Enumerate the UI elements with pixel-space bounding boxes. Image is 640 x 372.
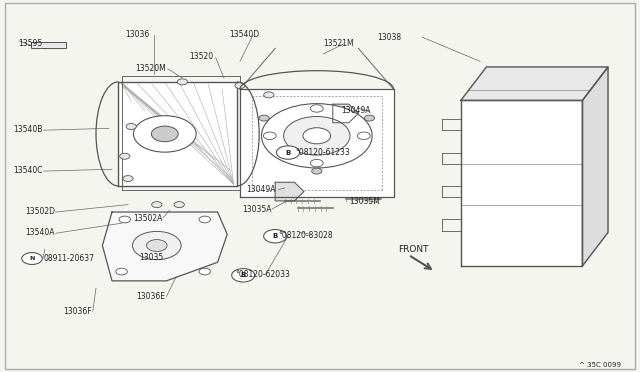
Circle shape bbox=[357, 132, 370, 140]
Text: B: B bbox=[241, 272, 246, 278]
Text: 13049A: 13049A bbox=[341, 106, 371, 115]
Circle shape bbox=[116, 268, 127, 275]
Text: 13502A: 13502A bbox=[133, 214, 163, 223]
Circle shape bbox=[310, 105, 323, 112]
Circle shape bbox=[262, 104, 372, 168]
Text: 13035: 13035 bbox=[140, 253, 164, 262]
Polygon shape bbox=[275, 182, 304, 201]
Text: 08911-20637: 08911-20637 bbox=[44, 254, 95, 263]
Text: 13036: 13036 bbox=[125, 30, 149, 39]
Circle shape bbox=[264, 230, 287, 243]
Circle shape bbox=[152, 202, 162, 208]
Circle shape bbox=[276, 146, 300, 159]
Text: °08120-61233: °08120-61233 bbox=[296, 148, 351, 157]
Circle shape bbox=[264, 92, 274, 98]
Circle shape bbox=[264, 132, 276, 140]
Text: 13540A: 13540A bbox=[26, 228, 55, 237]
Circle shape bbox=[147, 240, 167, 251]
Bar bbox=[31, 42, 66, 48]
Text: B: B bbox=[273, 233, 278, 239]
Circle shape bbox=[151, 126, 178, 142]
Circle shape bbox=[303, 128, 331, 144]
Circle shape bbox=[177, 79, 188, 85]
Text: 13038: 13038 bbox=[378, 33, 402, 42]
Circle shape bbox=[364, 115, 374, 121]
Circle shape bbox=[120, 153, 130, 159]
Circle shape bbox=[235, 83, 245, 89]
Text: °08120-83028: °08120-83028 bbox=[278, 231, 333, 240]
Text: 13540B: 13540B bbox=[13, 125, 42, 134]
Polygon shape bbox=[461, 100, 582, 266]
Text: 13036E: 13036E bbox=[136, 292, 165, 301]
Text: 13540C: 13540C bbox=[13, 166, 42, 175]
Circle shape bbox=[310, 159, 323, 167]
Text: 13520: 13520 bbox=[189, 52, 213, 61]
Polygon shape bbox=[102, 212, 227, 281]
Text: 13520M: 13520M bbox=[136, 64, 166, 73]
Circle shape bbox=[259, 115, 269, 121]
Circle shape bbox=[232, 269, 255, 282]
Circle shape bbox=[199, 216, 211, 223]
Circle shape bbox=[123, 176, 133, 182]
Circle shape bbox=[119, 216, 131, 223]
Text: ^ 35C 0099: ^ 35C 0099 bbox=[579, 362, 621, 368]
Text: FRONT: FRONT bbox=[398, 246, 429, 254]
Polygon shape bbox=[582, 67, 608, 266]
Text: 13595: 13595 bbox=[18, 39, 42, 48]
Circle shape bbox=[199, 268, 211, 275]
Text: B: B bbox=[285, 150, 291, 155]
Text: 13540D: 13540D bbox=[229, 30, 259, 39]
Circle shape bbox=[174, 202, 184, 208]
Polygon shape bbox=[118, 82, 237, 186]
Polygon shape bbox=[461, 67, 608, 100]
Circle shape bbox=[22, 253, 42, 264]
Polygon shape bbox=[333, 104, 358, 123]
Text: 13035A: 13035A bbox=[242, 205, 271, 214]
Text: 13521M: 13521M bbox=[323, 39, 354, 48]
Text: 13035M: 13035M bbox=[349, 198, 380, 206]
Circle shape bbox=[312, 168, 322, 174]
Text: 13502D: 13502D bbox=[26, 207, 56, 216]
Text: N: N bbox=[29, 256, 35, 261]
Circle shape bbox=[133, 116, 196, 152]
Polygon shape bbox=[240, 89, 394, 197]
Text: °08120-62033: °08120-62033 bbox=[236, 270, 291, 279]
Text: 13036F: 13036F bbox=[63, 307, 92, 316]
Text: 13049A: 13049A bbox=[246, 185, 276, 194]
Circle shape bbox=[284, 116, 350, 155]
Circle shape bbox=[132, 231, 181, 260]
Circle shape bbox=[126, 124, 136, 129]
